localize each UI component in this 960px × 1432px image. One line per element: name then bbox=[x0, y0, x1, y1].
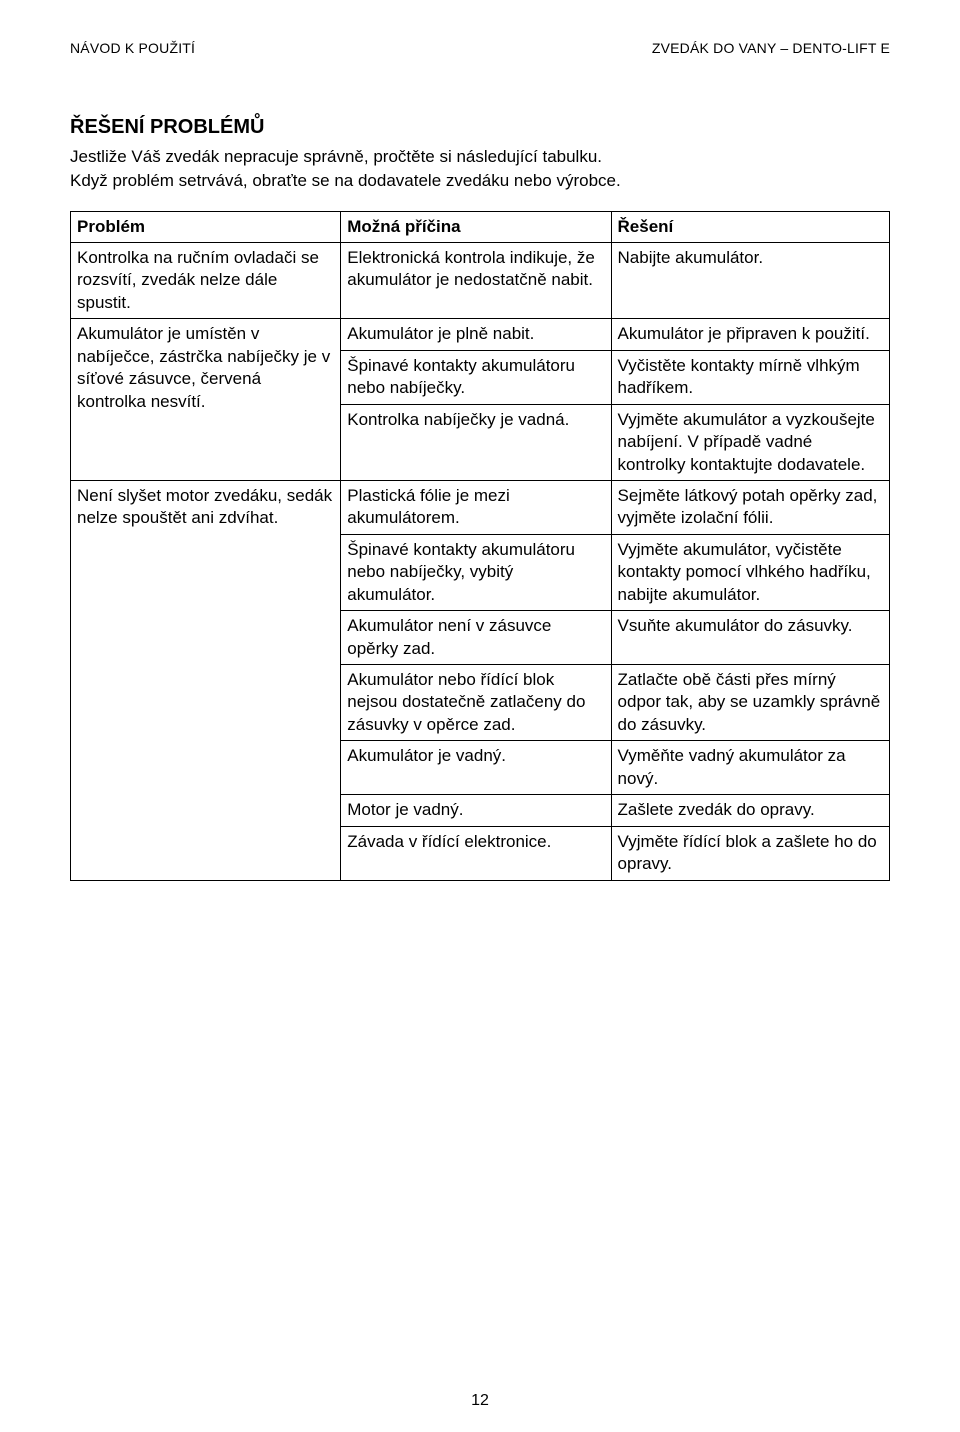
cell-fix: Akumulátor je připraven k použití. bbox=[611, 319, 889, 350]
section-title: ŘEŠENÍ PROBLÉMŮ bbox=[70, 116, 890, 139]
header-left: NÁVOD K POUŽITÍ bbox=[70, 40, 195, 56]
troubleshoot-table: Problém Možná příčina Řešení Kontrolka n… bbox=[70, 211, 890, 881]
intro-line: Jestliže Váš zvedák nepracuje správně, p… bbox=[70, 147, 602, 166]
cell-cause: Špinavé kontakty akumulátoru nebo nabíje… bbox=[341, 534, 611, 610]
table-header-row: Problém Možná příčina Řešení bbox=[71, 211, 890, 242]
cell-cause: Závada v řídící elektronice. bbox=[341, 826, 611, 880]
table-row: Není slyšet motor zvedáku, sedák nelze s… bbox=[71, 480, 890, 534]
cell-fix: Vyměňte vadný akumulátor za nový. bbox=[611, 741, 889, 795]
cell-cause: Kontrolka nabíječky je vadná. bbox=[341, 404, 611, 480]
col-header-problem: Problém bbox=[71, 211, 341, 242]
manual-page: NÁVOD K POUŽITÍ ZVEDÁK DO VANY – DENTO-L… bbox=[0, 0, 960, 1432]
table-row: Akumulátor je umístěn v nabíječce, zástr… bbox=[71, 319, 890, 350]
cell-problem: Není slyšet motor zvedáku, sedák nelze s… bbox=[71, 480, 341, 880]
cell-problem: Akumulátor je umístěn v nabíječce, zástr… bbox=[71, 319, 341, 481]
col-header-cause: Možná příčina bbox=[341, 211, 611, 242]
cell-cause: Špinavé kontakty akumulátoru nebo nabíje… bbox=[341, 350, 611, 404]
intro-line: Když problém setrvává, obraťte se na dod… bbox=[70, 171, 621, 190]
page-number: 12 bbox=[0, 1392, 960, 1410]
cell-problem: Kontrolka na ručním ovladači se rozsvítí… bbox=[71, 243, 341, 319]
cell-fix: Vyjměte řídící blok a zašlete ho do opra… bbox=[611, 826, 889, 880]
intro-text: Jestliže Váš zvedák nepracuje správně, p… bbox=[70, 145, 890, 193]
table-row: Kontrolka na ručním ovladači se rozsvítí… bbox=[71, 243, 890, 319]
cell-cause: Akumulátor nebo řídící blok nejsou dosta… bbox=[341, 665, 611, 741]
cell-fix: Zašlete zvedák do opravy. bbox=[611, 795, 889, 826]
cell-fix: Vsuňte akumulátor do zásuvky. bbox=[611, 611, 889, 665]
cell-fix: Sejměte látkový potah opěrky zad, vyjmět… bbox=[611, 480, 889, 534]
cell-cause: Akumulátor je vadný. bbox=[341, 741, 611, 795]
cell-cause: Akumulátor je plně nabit. bbox=[341, 319, 611, 350]
cell-fix: Nabijte akumulátor. bbox=[611, 243, 889, 319]
cell-fix: Vyjměte akumulátor a vyzkoušejte nabíjen… bbox=[611, 404, 889, 480]
header-right: ZVEDÁK DO VANY – DENTO-LIFT E bbox=[652, 40, 890, 56]
cell-cause: Plastická fólie je mezi akumulátorem. bbox=[341, 480, 611, 534]
cell-fix: Vyčistěte kontakty mírně vlhkým hadříkem… bbox=[611, 350, 889, 404]
cell-fix: Zatlačte obě části přes mírný odpor tak,… bbox=[611, 665, 889, 741]
col-header-fix: Řešení bbox=[611, 211, 889, 242]
cell-cause: Motor je vadný. bbox=[341, 795, 611, 826]
cell-cause: Akumulátor není v zásuvce opěrky zad. bbox=[341, 611, 611, 665]
cell-fix: Vyjměte akumulátor, vyčistěte kontakty p… bbox=[611, 534, 889, 610]
cell-cause: Elektronická kontrola indikuje, že akumu… bbox=[341, 243, 611, 319]
page-header: NÁVOD K POUŽITÍ ZVEDÁK DO VANY – DENTO-L… bbox=[70, 40, 890, 56]
